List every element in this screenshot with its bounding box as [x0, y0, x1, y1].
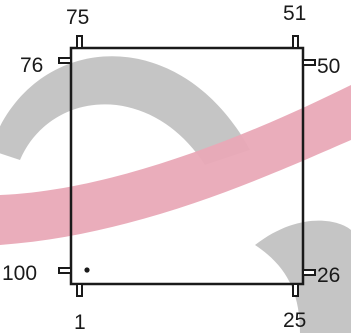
pin-stub-100	[58, 267, 72, 274]
pin-stub-25	[292, 283, 299, 297]
pin-stub-26	[302, 269, 316, 276]
pin-label-50: 50	[317, 55, 341, 78]
pin-label-26: 26	[317, 264, 341, 287]
chip-body	[69, 46, 305, 286]
watermark-gray-arc	[0, 56, 250, 165]
pin-stub-51	[292, 35, 299, 49]
pin-label-75: 75	[66, 6, 90, 29]
pin-stubs	[58, 35, 316, 297]
pin-label-76: 76	[20, 54, 44, 77]
watermark-pink-band	[0, 85, 351, 245]
pin-stub-1	[76, 283, 83, 297]
pin-stub-50	[302, 59, 316, 66]
pin-label-51: 51	[283, 2, 307, 25]
pin-label-100: 100	[2, 262, 38, 285]
pin-stub-76	[58, 57, 72, 64]
pin-label-25: 25	[283, 309, 307, 332]
pin-label-1: 1	[74, 311, 86, 334]
pin-stub-75	[76, 35, 83, 49]
pin1-indicator-dot	[84, 267, 90, 273]
